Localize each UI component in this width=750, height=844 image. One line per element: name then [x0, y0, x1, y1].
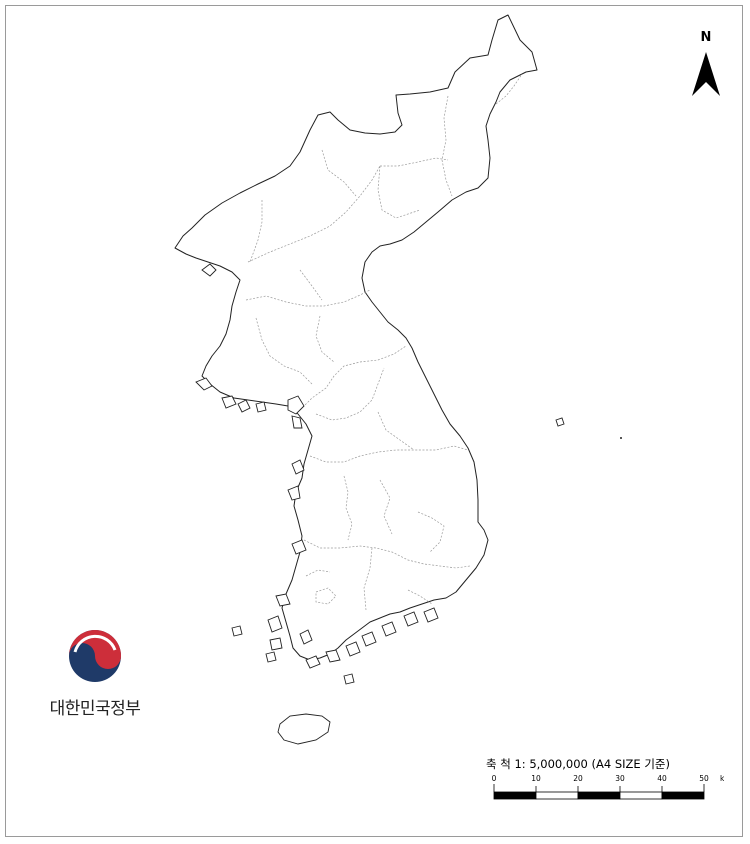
government-name: 대한민국정부 [49, 699, 141, 719]
island [343, 673, 355, 685]
scale-unit: km [720, 774, 724, 783]
island [237, 399, 251, 413]
province-boundary [495, 73, 523, 105]
province-boundary [309, 445, 469, 463]
province-boundary [315, 315, 335, 363]
island [403, 611, 419, 627]
scale-bar: 0 10 20 30 40 50 km [492, 774, 724, 800]
dokdo-island [620, 437, 622, 439]
map-frame [5, 5, 743, 837]
scale-tick-label: 40 [657, 774, 667, 783]
province-boundary [441, 95, 453, 197]
island [423, 607, 439, 623]
island [325, 649, 341, 663]
dmz-line [299, 345, 407, 411]
scale-title: 축 척 1: 5,000,000 (A4 SIZE 기준) [486, 757, 670, 771]
island [291, 459, 305, 475]
province-boundary [249, 200, 263, 263]
island [201, 263, 217, 277]
province-boundary [299, 269, 323, 301]
island [267, 615, 283, 633]
island [291, 415, 303, 429]
province-boundary [343, 475, 353, 541]
island [345, 641, 361, 657]
island [221, 395, 237, 409]
province-boundary [407, 589, 433, 605]
province-boundary [255, 317, 313, 385]
province-boundary [305, 569, 331, 577]
island [269, 637, 283, 651]
province-boundary [417, 511, 445, 553]
island [255, 401, 267, 413]
taegeuk-emblem-icon [69, 630, 121, 682]
province-boundary [315, 587, 337, 605]
scale-tick-label: 50 [699, 774, 709, 783]
province-boundary [245, 289, 371, 307]
island [361, 631, 377, 647]
island [231, 625, 243, 637]
island [381, 621, 397, 637]
north-arrow-icon [692, 52, 720, 96]
island [287, 395, 305, 415]
island [275, 593, 291, 607]
scale-tick-label: 20 [573, 774, 583, 783]
island [195, 377, 213, 391]
ulleungdo-island [555, 417, 565, 427]
province-boundary [315, 367, 385, 421]
island [305, 655, 321, 669]
scale-tick-label: 30 [615, 774, 625, 783]
island [299, 629, 313, 645]
north-arrow: N [686, 30, 726, 102]
island [291, 539, 307, 555]
province-boundary [363, 547, 373, 611]
north-label: N [700, 30, 712, 45]
island [265, 651, 277, 663]
province-boundary [303, 539, 471, 569]
peninsula-coastline [174, 14, 538, 661]
island [287, 485, 301, 501]
scale-tick-label: 0 [492, 774, 497, 783]
jeju-island [277, 713, 331, 745]
government-emblem: 대한민국정부 [40, 628, 150, 720]
province-boundary [380, 157, 449, 167]
province-boundary [247, 165, 381, 263]
scale-tick-label: 10 [531, 774, 541, 783]
province-boundary [379, 479, 393, 535]
